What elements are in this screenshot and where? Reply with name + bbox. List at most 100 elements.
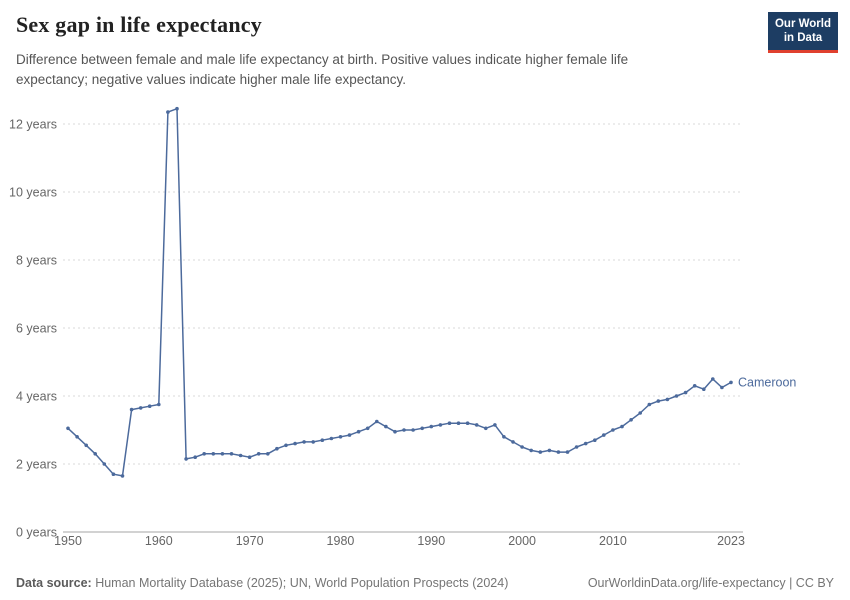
data-point [157, 402, 161, 407]
owid-logo-line1: Our World [774, 18, 831, 30]
y-tick-label: 2 years [16, 458, 57, 472]
data-point [329, 436, 334, 441]
y-tick-label: 0 years [16, 526, 57, 540]
owid-logo[interactable]: Our World in Data [768, 12, 838, 53]
x-tick-label: 1990 [417, 534, 445, 548]
x-tick-label: 1950 [54, 534, 82, 548]
data-point [456, 421, 461, 426]
data-point [175, 106, 179, 111]
x-tick-label: 2023 [717, 534, 745, 548]
data-point [256, 452, 261, 456]
data-point [193, 455, 197, 460]
data-point [311, 440, 316, 444]
data-point [347, 433, 352, 437]
data-point [211, 452, 216, 456]
y-tick-label: 6 years [16, 322, 57, 336]
data-point [583, 441, 588, 446]
data-point [720, 385, 724, 390]
owid-logo-line2: in Data [783, 32, 823, 45]
data-point [420, 426, 425, 431]
data-point [447, 421, 452, 426]
data-point [384, 424, 388, 429]
data-point [711, 377, 715, 381]
data-point [502, 435, 506, 439]
y-tick-label: 10 years [9, 186, 57, 200]
data-point [674, 394, 679, 398]
data-point [665, 397, 670, 402]
data-point [484, 426, 488, 431]
chart-footer: Data source: Human Mortality Database (2… [16, 576, 834, 590]
data-point [266, 452, 270, 456]
data-point [538, 450, 543, 454]
data-point [520, 445, 524, 449]
data-point [729, 380, 733, 385]
data-point [93, 452, 97, 456]
data-point [338, 435, 343, 439]
data-point [683, 390, 688, 395]
data-point [620, 424, 624, 429]
data-point [511, 440, 515, 444]
data-point [284, 443, 288, 448]
y-tick-label: 4 years [16, 390, 57, 404]
data-point [147, 404, 152, 409]
data-point [166, 110, 170, 114]
x-tick-label: 1960 [145, 534, 173, 548]
data-point [356, 429, 361, 434]
data-point [565, 450, 570, 454]
data-point [465, 421, 470, 426]
y-tick-label: 12 years [9, 118, 57, 132]
data-point [402, 428, 406, 432]
series-label: Cameroon [738, 375, 796, 389]
data-point [547, 448, 552, 453]
data-point [111, 472, 116, 477]
data-point [84, 443, 88, 448]
data-point [320, 438, 325, 443]
data-point [593, 438, 597, 443]
x-tick-label: 2000 [508, 534, 536, 548]
data-point [138, 406, 143, 410]
data-source-value: Human Mortality Database (2025); UN, Wor… [91, 576, 509, 590]
data-point [474, 423, 479, 427]
y-tick-label: 8 years [16, 254, 57, 268]
data-point [529, 448, 533, 453]
data-point [493, 423, 497, 427]
data-source-label: Data source: [16, 576, 92, 590]
x-tick-label: 1970 [236, 534, 264, 548]
data-point [556, 450, 561, 454]
page-subtitle: Difference between female and male life … [16, 52, 629, 87]
data-point [656, 399, 661, 403]
data-point [120, 474, 125, 478]
data-point [229, 452, 234, 456]
x-tick-label: 2010 [599, 534, 627, 548]
data-point [438, 423, 443, 427]
data-point [202, 452, 206, 456]
data-point [275, 446, 279, 451]
data-point [293, 441, 297, 446]
data-point [393, 429, 397, 434]
data-point [574, 445, 579, 449]
data-point [184, 457, 188, 461]
page-title: Sex gap in life expectancy [16, 12, 262, 37]
data-point [129, 407, 134, 412]
data-point [302, 440, 306, 444]
data-point [429, 424, 434, 429]
data-point [647, 402, 652, 407]
data-point [365, 426, 370, 431]
data-point [411, 428, 415, 432]
data-point [629, 418, 633, 422]
data-point [75, 435, 79, 439]
data-point [375, 419, 379, 424]
data-point [692, 384, 697, 388]
data-point [102, 462, 107, 466]
x-tick-label: 1980 [327, 534, 355, 548]
data-point [238, 453, 243, 458]
credit-link[interactable]: OurWorldinData.org/life-expectancy | CC … [587, 576, 834, 590]
data-point [611, 428, 615, 432]
data-point [602, 433, 606, 437]
chart-canvas[interactable]: 0 years 2 years 4 years 6 years 8 years 10 ye… [0, 95, 850, 570]
data-point [702, 387, 706, 392]
data-point [66, 426, 70, 431]
data-source-text: Data source: Human Mortality Database (2… [16, 576, 508, 590]
data-point [638, 411, 642, 415]
